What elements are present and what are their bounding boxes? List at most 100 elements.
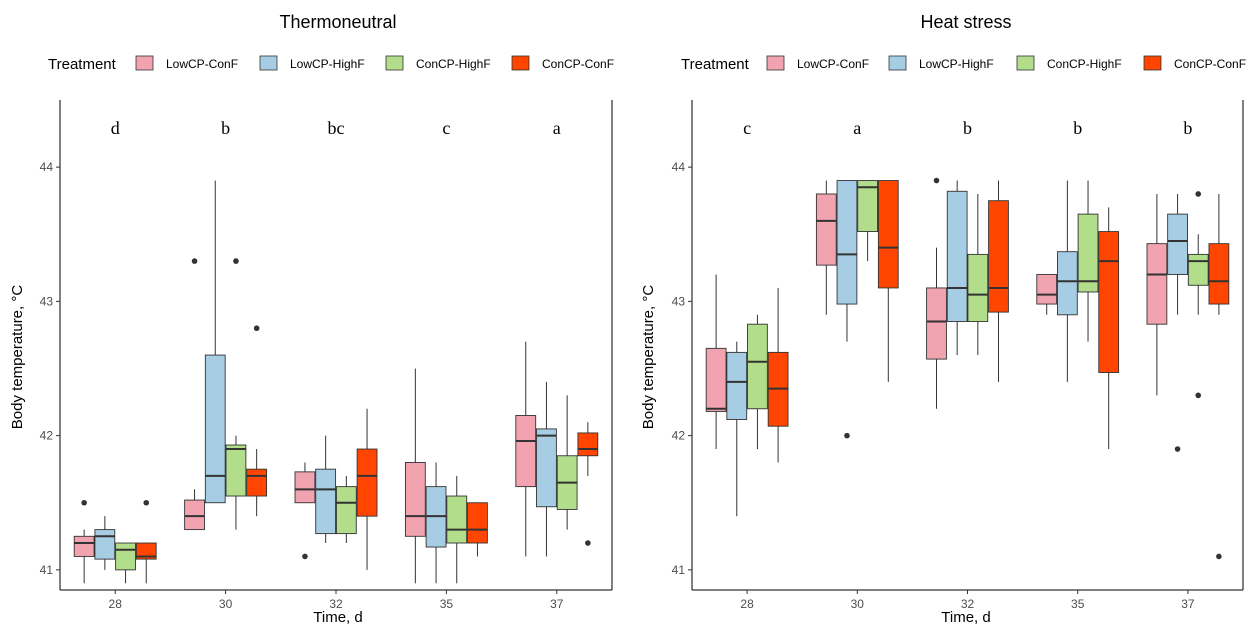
box-concp-highf-outlier xyxy=(1195,191,1202,197)
box-lowcp-highf-iqr xyxy=(94,529,116,560)
legend-swatch-lowcp-conf xyxy=(135,55,154,71)
box-lowcp-conf-iqr xyxy=(294,471,316,504)
legend-label-concp-highf: ConCP-HighF xyxy=(416,57,491,71)
box-lowcp-conf-iqr xyxy=(1146,243,1168,325)
box-concp-conf-iqr xyxy=(246,468,268,497)
significance-letter: a xyxy=(853,118,861,138)
box-concp-highf-iqr xyxy=(446,495,468,544)
box-lowcp-highf-iqr xyxy=(946,190,968,322)
significance-letter: c xyxy=(743,118,751,138)
legend-swatch-lowcp-conf xyxy=(766,55,785,71)
y-tick-label: 43 xyxy=(672,294,686,308)
box-lowcp-conf-outlier xyxy=(933,177,940,184)
legend-label-lowcp-highf: LowCP-HighF xyxy=(290,57,365,71)
box-lowcp-highf-iqr xyxy=(204,354,226,504)
plot-area: 41 42 43 44 28 d 30 b 32 bc 35 c 37 a xyxy=(40,100,613,611)
plot-area: 41 42 43 44 28 c 30 a 32 b 35 b 37 b xyxy=(672,100,1244,611)
box-concp-conf-iqr xyxy=(467,502,488,544)
box-concp-conf-outlier xyxy=(1216,553,1222,560)
box-concp-conf-iqr xyxy=(988,200,1009,313)
significance-letter: bc xyxy=(328,118,345,138)
significance-letter: c xyxy=(442,118,450,138)
box-concp-conf-iqr xyxy=(1098,231,1120,373)
legend-swatch-concp-highf xyxy=(1016,55,1035,71)
panel-title: Thermoneutral xyxy=(279,12,396,32)
box-concp-highf-iqr xyxy=(225,444,247,497)
box-lowcp-conf-iqr xyxy=(815,193,837,266)
significance-letter: b xyxy=(1183,118,1192,138)
box-concp-conf-iqr xyxy=(135,542,157,560)
box-concp-highf-iqr xyxy=(1187,253,1209,286)
legend-label-concp-highf: ConCP-HighF xyxy=(1047,57,1122,71)
box-lowcp-conf-outlier xyxy=(302,553,308,560)
box-lowcp-conf-iqr xyxy=(404,462,426,537)
box-concp-highf-iqr xyxy=(335,486,357,535)
panel-title: Heat stress xyxy=(920,12,1011,32)
x-axis-label: Time, d xyxy=(941,609,990,626)
box-lowcp-highf-iqr xyxy=(1057,251,1078,316)
legend-title: Treatment xyxy=(48,56,117,73)
box-concp-highf-iqr xyxy=(747,323,768,410)
box-lowcp-highf-iqr xyxy=(315,468,337,535)
box-lowcp-conf-outlier xyxy=(191,258,198,264)
box-concp-conf-iqr xyxy=(1208,243,1230,305)
box-lowcp-conf-iqr xyxy=(705,347,727,412)
x-tick-label: 30 xyxy=(851,597,865,611)
y-axis-label: Body temperature, °C xyxy=(640,285,657,430)
box-concp-conf-outlier xyxy=(585,540,591,546)
y-axis-label: Body temperature, °C xyxy=(9,285,26,430)
box-concp-conf-outlier xyxy=(253,325,260,332)
x-tick-label: 32 xyxy=(961,597,975,611)
x-axis-label: Time, d xyxy=(313,609,362,626)
box-concp-conf-iqr xyxy=(577,432,599,457)
legend: Treatment LowCP-ConF LowCP-HighF ConCP-H… xyxy=(48,55,614,73)
y-tick-label: 41 xyxy=(672,563,686,577)
box-concp-conf-iqr xyxy=(877,180,899,289)
box-concp-highf-iqr xyxy=(115,542,136,571)
y-tick-label: 44 xyxy=(40,160,54,174)
legend-swatch-concp-highf xyxy=(385,55,404,71)
box-lowcp-highf-outlier xyxy=(1174,446,1181,452)
legend-label-concp-conf: ConCP-ConF xyxy=(1174,57,1246,71)
legend-label-lowcp-conf: LowCP-ConF xyxy=(797,57,869,71)
x-tick-label: 32 xyxy=(329,597,343,611)
significance-letter: a xyxy=(553,118,561,138)
box-lowcp-conf-iqr xyxy=(184,499,205,531)
legend-swatch-concp-conf xyxy=(1143,55,1162,71)
x-tick-label: 37 xyxy=(1181,597,1195,611)
significance-letter: d xyxy=(111,118,120,138)
box-concp-conf-iqr xyxy=(356,448,378,517)
x-tick-label: 35 xyxy=(1071,597,1085,611)
panel-thermoneutral: Thermoneutral Treatment LowCP-ConF LowCP… xyxy=(9,12,614,626)
box-concp-conf-outlier xyxy=(143,499,150,506)
panel-heat-stress: Heat stress Treatment LowCP-ConF LowCP-H… xyxy=(640,12,1246,626)
x-tick-label: 28 xyxy=(740,597,754,611)
legend-label-concp-conf: ConCP-ConF xyxy=(542,57,614,71)
box-lowcp-conf-iqr xyxy=(926,287,947,360)
box-lowcp-conf-iqr xyxy=(515,415,537,488)
x-tick-label: 30 xyxy=(219,597,233,611)
box-lowcp-conf-iqr xyxy=(1036,274,1058,305)
box-lowcp-highf-iqr xyxy=(726,351,748,420)
y-tick-label: 43 xyxy=(40,294,54,308)
box-lowcp-highf-iqr xyxy=(536,428,557,508)
box-concp-highf-outlier xyxy=(1195,392,1202,399)
box-lowcp-conf-outlier xyxy=(81,499,87,506)
x-tick-label: 35 xyxy=(440,597,454,611)
box-lowcp-highf-iqr xyxy=(1167,213,1188,275)
significance-letter: b xyxy=(221,118,230,138)
significance-letter: b xyxy=(1073,118,1082,138)
box-lowcp-conf-iqr xyxy=(73,535,95,557)
legend-swatch-lowcp-highf xyxy=(259,55,278,71)
box-concp-highf-outlier xyxy=(233,258,239,264)
legend-label-lowcp-highf: LowCP-HighF xyxy=(919,57,994,71)
y-tick-label: 41 xyxy=(40,563,54,577)
legend-title: Treatment xyxy=(681,56,750,73)
x-tick-label: 37 xyxy=(550,597,564,611)
x-tick-label: 28 xyxy=(109,597,123,611)
box-concp-highf-iqr xyxy=(857,180,878,233)
y-tick-label: 42 xyxy=(40,429,54,443)
y-tick-label: 44 xyxy=(672,160,686,174)
legend: Treatment LowCP-ConF LowCP-HighF ConCP-H… xyxy=(681,55,1246,73)
